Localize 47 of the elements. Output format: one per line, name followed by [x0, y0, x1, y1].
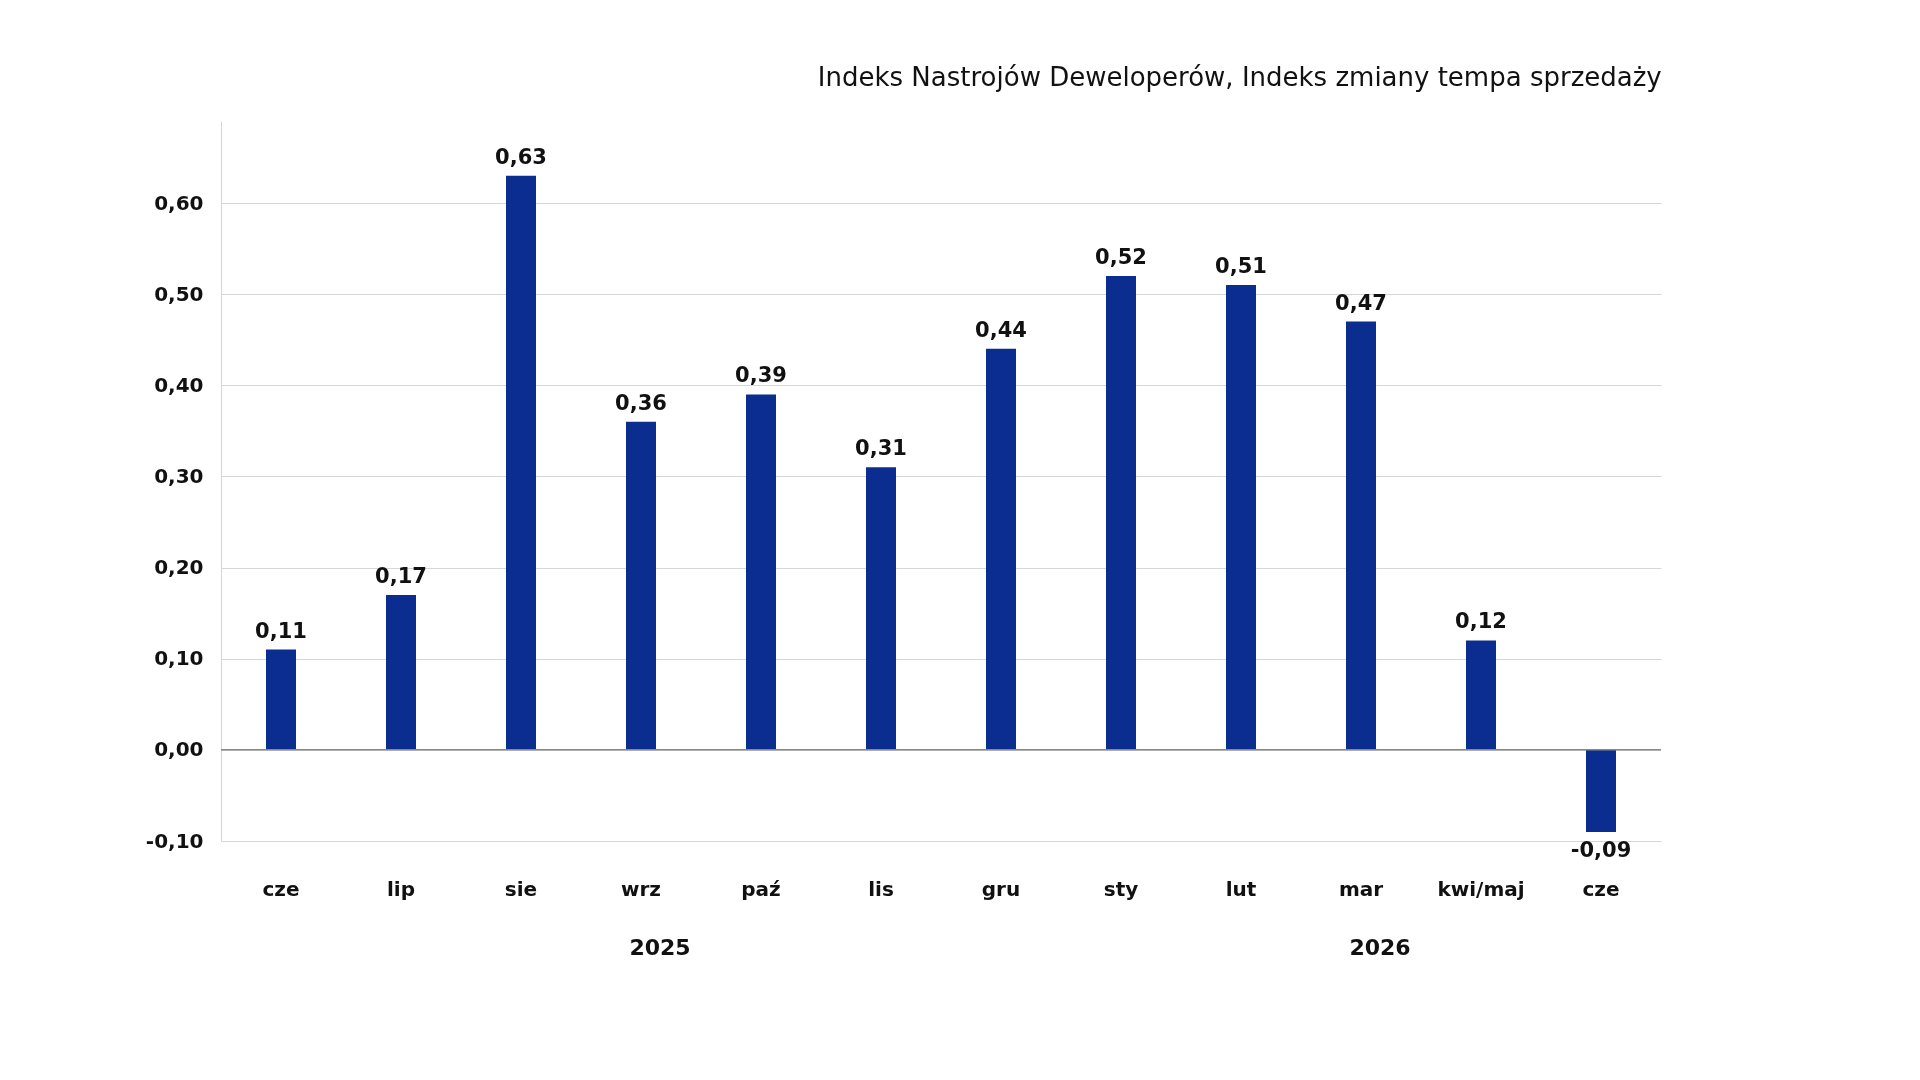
- bar: [1346, 321, 1376, 750]
- data-label: 0,44: [975, 317, 1027, 342]
- x-tick-label: lis: [868, 876, 894, 901]
- bar: [746, 394, 776, 750]
- x-tick-label: gru: [981, 876, 1021, 901]
- x-tick-label: cze: [1582, 876, 1620, 901]
- x-tick-label: wrz: [621, 876, 661, 901]
- y-tick-label: 0,40: [154, 372, 204, 397]
- y-tick-label: 0,10: [154, 646, 204, 671]
- data-label: 0,11: [255, 618, 307, 643]
- x-tick-label: paź: [741, 876, 781, 901]
- bar: [866, 467, 896, 750]
- chart-title: Indeks Nastrojów Deweloperów, Indeks zmiany tempa sprzedaży: [817, 62, 1662, 92]
- y-tick-label: 0,60: [154, 190, 204, 215]
- data-label: 0,47: [1335, 290, 1387, 315]
- data-label: 0,17: [375, 563, 427, 588]
- x-tick-label: kwi/maj: [1437, 876, 1525, 901]
- text: 2025: [629, 935, 691, 960]
- data-label: 0,36: [615, 390, 667, 415]
- x-tick-label: lut: [1225, 876, 1257, 901]
- data-label: 0,12: [1455, 609, 1507, 634]
- bar: [506, 175, 536, 750]
- bar: [1226, 285, 1256, 750]
- y-tick-label: 0,50: [154, 281, 204, 306]
- data-label: 0,31: [855, 436, 907, 461]
- bar: [386, 594, 416, 750]
- bar: [1106, 275, 1136, 750]
- data-label: 0,52: [1095, 244, 1147, 269]
- y-tick-label: 0,20: [154, 555, 204, 580]
- x-tick-label: lip: [386, 876, 416, 901]
- data-label: 0,39: [735, 363, 787, 388]
- x-tick-label: sty: [1103, 876, 1139, 901]
- y-tick-label: -0,10: [145, 828, 204, 853]
- bar: [986, 348, 1016, 750]
- data-label: -0,09: [1570, 837, 1632, 862]
- data-label: 0,63: [495, 144, 547, 169]
- text: 2026: [1349, 935, 1411, 960]
- x-tick-label: sie: [504, 876, 538, 901]
- y-tick-label: 0,00: [154, 737, 204, 762]
- data-label: 0,51: [1215, 254, 1267, 279]
- bar: [1466, 640, 1496, 750]
- y-tick-label: 0,30: [154, 463, 204, 488]
- bar: [1586, 749, 1616, 832]
- bar: [626, 421, 656, 750]
- x-tick-label: cze: [262, 876, 300, 901]
- x-tick-label: mar: [1338, 876, 1384, 901]
- bar: [266, 649, 296, 750]
